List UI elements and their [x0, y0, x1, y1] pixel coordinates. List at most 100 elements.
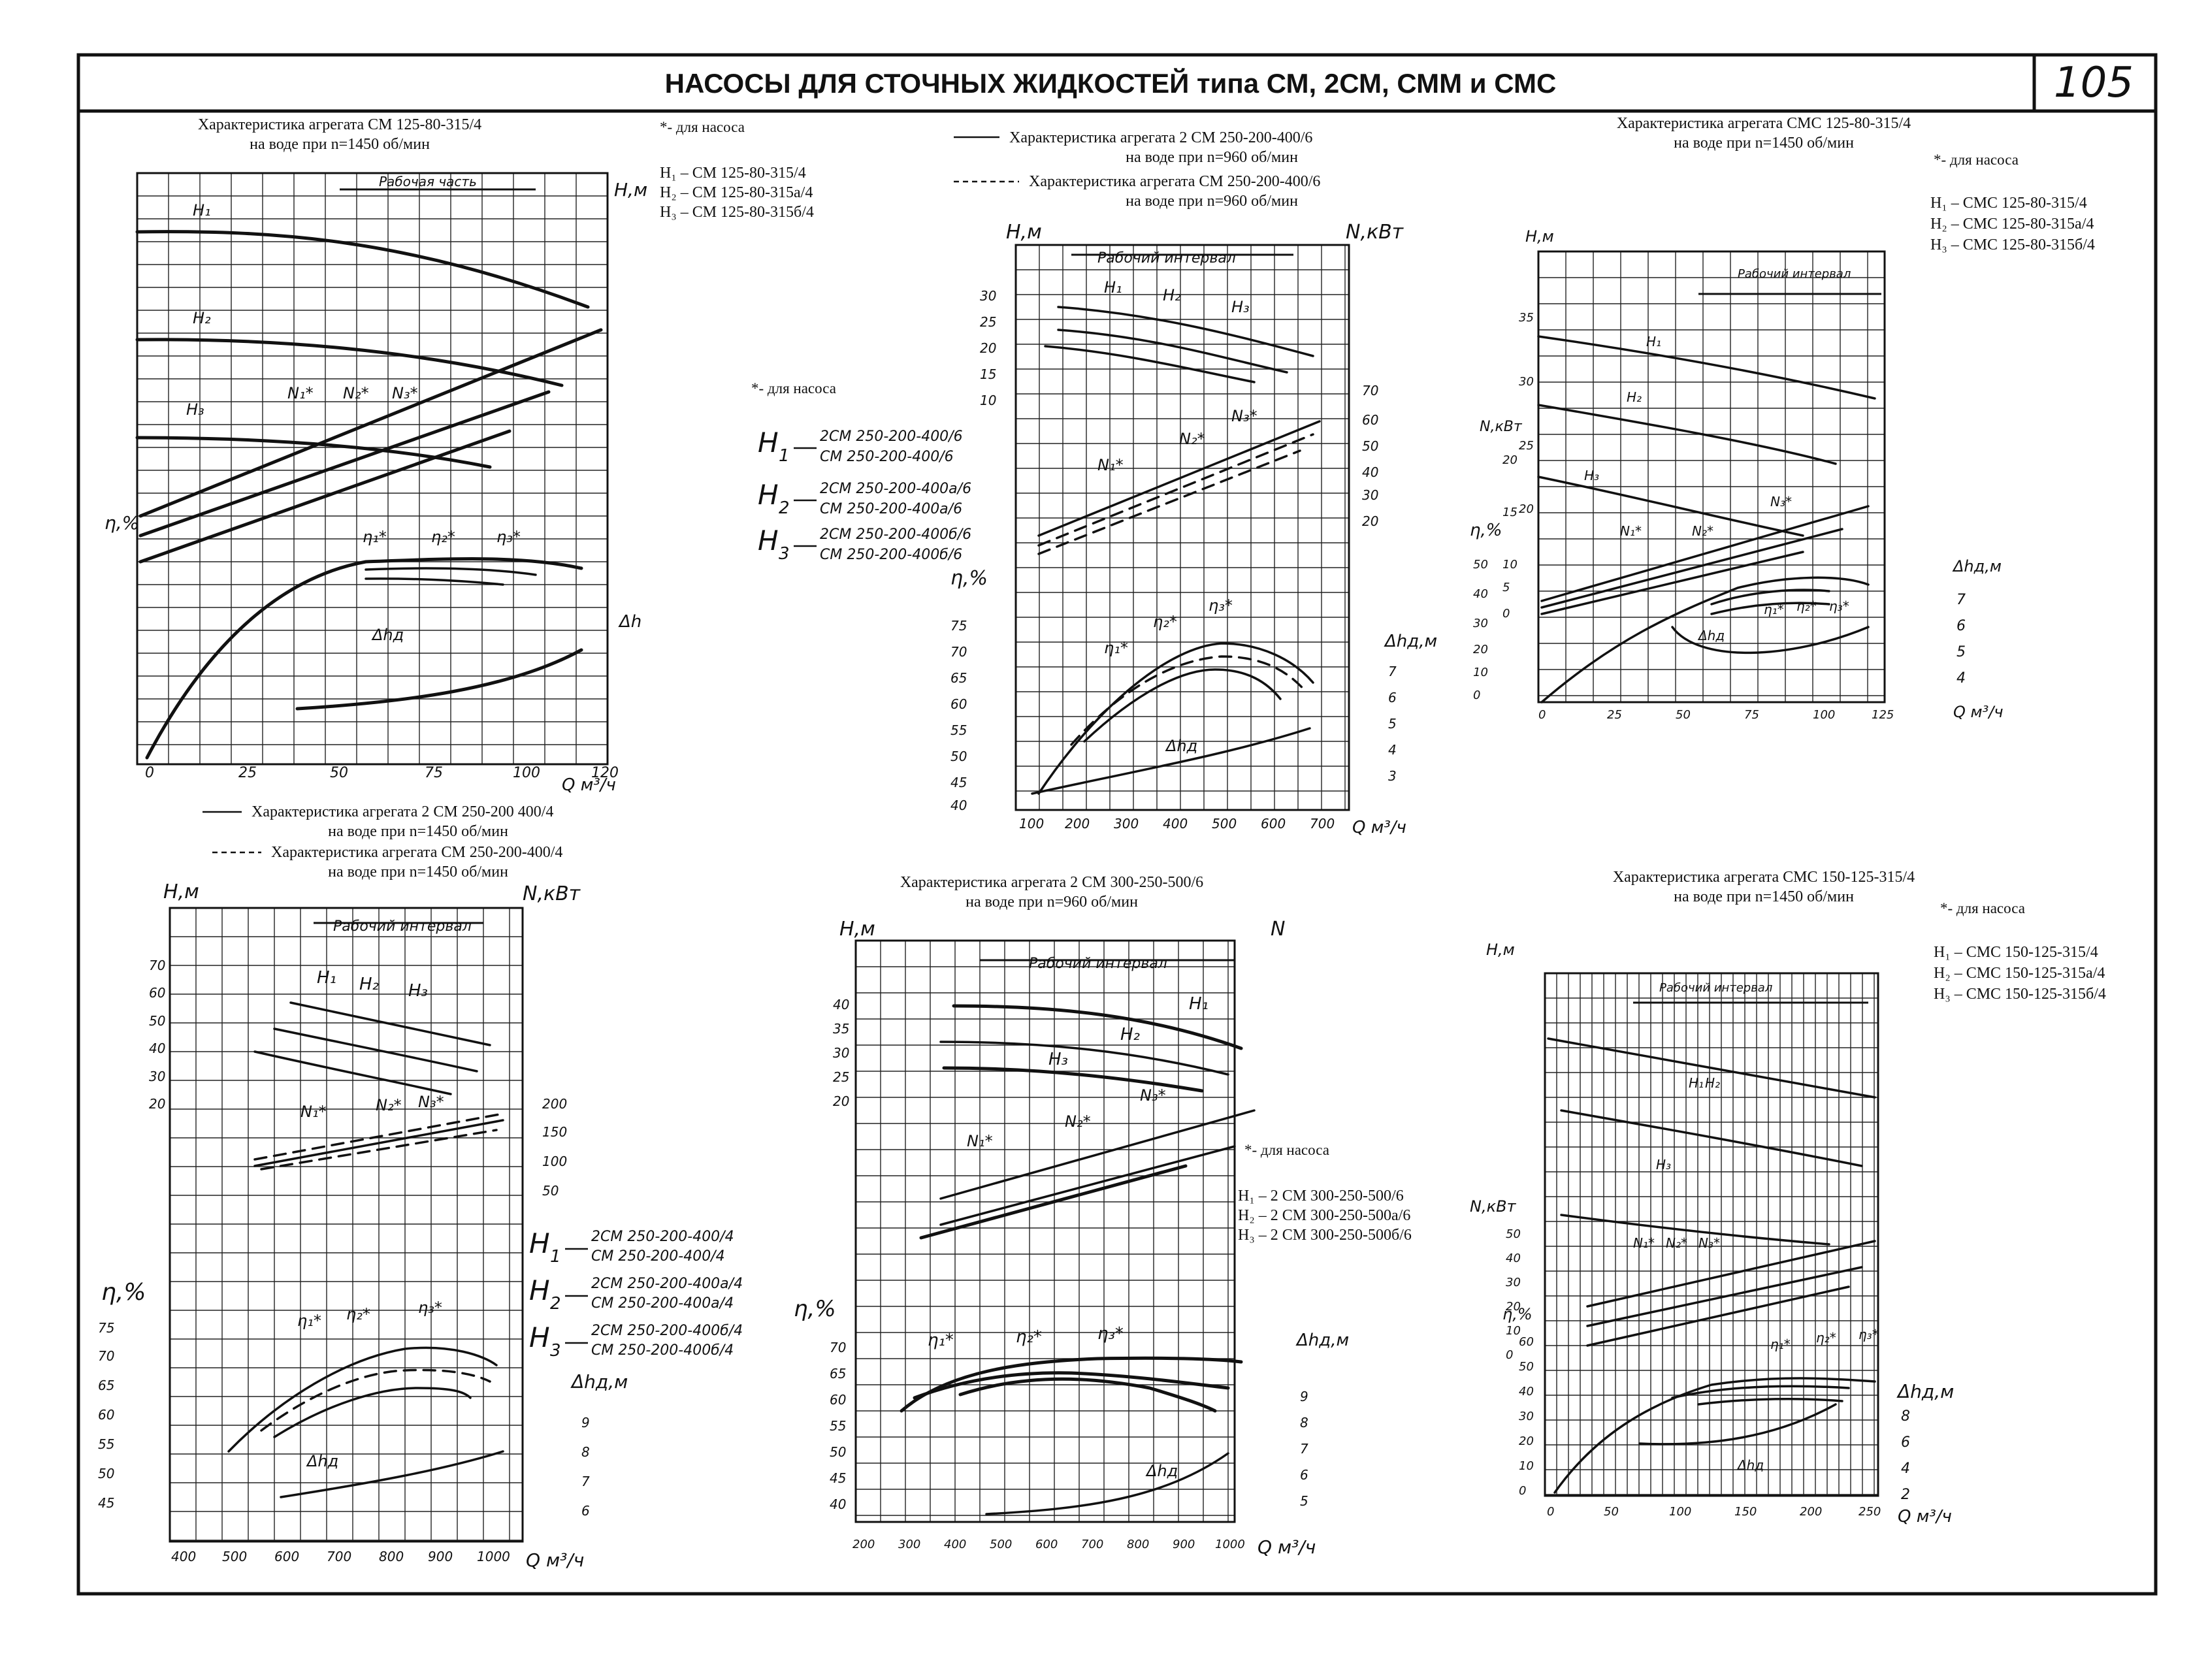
p3-h-tick: 25 [1519, 439, 1534, 453]
p4-x-label: Q м³/ч [526, 1549, 584, 1571]
p2-dh-tick: 6 [1388, 690, 1397, 705]
p5-grid-frame [854, 939, 1236, 1523]
p1-axis-h: H,м [614, 179, 647, 201]
p2-formula-num: 2СМ 250-200-400а/6 [820, 481, 971, 497]
p5-x-ticks: 200 300 400 500 600 700 800 900 1000 [852, 1538, 1245, 1551]
p4-dh-tick: 6 [581, 1503, 590, 1519]
p4-x-ticks: 400 500 600 700 800 900 1000 [171, 1549, 510, 1564]
p1-legend-2: H₂ – СМ 125-80-315а/4 [660, 184, 813, 201]
p4-h-tick: 20 [149, 1096, 165, 1112]
p3-x-tick: 25 [1607, 708, 1622, 722]
p3-label-h3: H₃ [1584, 468, 1599, 483]
p6-axis-eta: ƞ,% [1502, 1305, 1533, 1323]
p5-axis-h: Н,м [839, 918, 875, 941]
p6-curve-eta3 [1697, 1397, 1843, 1406]
p1-x-tick: 50 [330, 765, 348, 781]
p2-formula-den: СМ 250-200-400б/6 [820, 547, 962, 563]
p5-grid [856, 941, 1235, 1522]
p4-formula-num: 2СМ 250-200-400а/4 [591, 1276, 743, 1292]
p5-x-tick: 900 [1173, 1538, 1195, 1551]
p5-label-n3: N₃* [1140, 1086, 1166, 1105]
p2-label-n2: N₂* [1179, 430, 1205, 448]
p3-n-tick: 15 [1502, 506, 1517, 519]
p1-note: *- для насоса [660, 119, 745, 135]
p2-eta-tick: 65 [950, 670, 967, 686]
p2-formula-den: СМ 250-200-400а/6 [820, 501, 962, 517]
p4-work-label: Рабочий интервал [333, 918, 472, 935]
p5-dh-tick: 7 [1300, 1441, 1308, 1457]
p3-n-tick: 10 [1502, 558, 1517, 572]
p6-axis-dh: Δhд,м [1896, 1381, 1954, 1402]
p2-label-h3: H₃ [1231, 298, 1250, 316]
p4-label-n2: N₂* [376, 1096, 402, 1114]
p2-h-tick: 25 [980, 314, 996, 330]
p3-label-n2: N₂* [1692, 523, 1713, 539]
p4-label-n1: N₁* [300, 1103, 327, 1121]
p2-x-tick: 600 [1261, 816, 1286, 832]
p1-x-tick: 100 [513, 765, 540, 781]
p1-label-n2: N₂* [343, 384, 369, 402]
p4-label-h1: H₁ [317, 968, 336, 988]
p4-axis-h: Н,м [163, 880, 199, 903]
p5-eta-tick: 55 [830, 1418, 846, 1434]
p3-h-tick: 35 [1519, 311, 1534, 325]
p6-n-tick: 40 [1506, 1252, 1521, 1265]
p5-label-dh: Δhд [1145, 1462, 1178, 1480]
p1-curve-h1 [135, 230, 590, 309]
p6-label-h1: H₁ [1689, 1075, 1704, 1091]
p2-eta-tick: 70 [950, 644, 967, 660]
p5-curve-n3 [919, 1164, 1188, 1240]
p2-h-ticks: 30 25 20 15 10 [980, 288, 996, 408]
p4-curve-h3 [253, 1050, 452, 1095]
p5-dh-tick: 6 [1300, 1467, 1308, 1483]
p4-formula-sub: 1 [550, 1247, 561, 1267]
p6-curve-eta1 [1553, 1377, 1876, 1494]
p5-curve-h3 [942, 1066, 1204, 1093]
p4-x-tick: 1000 [477, 1549, 510, 1564]
p6-dh-tick: 2 [1901, 1487, 1910, 1503]
p4-eta-tick: 75 [98, 1320, 114, 1336]
p4-h-tick: 70 [149, 958, 165, 973]
p6-label-eta2: ƞ₂* [1816, 1330, 1836, 1346]
p4-curve-n3 [260, 1129, 498, 1171]
p6-curve-n1 [1586, 1240, 1876, 1308]
p5-eta-tick: 65 [830, 1366, 846, 1381]
p1-x-tick: 0 [145, 765, 154, 781]
p3-curve-eta1 [1540, 576, 1870, 703]
p4-caption-4: на воде при n=1450 об/мин [328, 864, 508, 880]
p4-n-tick: 150 [542, 1124, 567, 1140]
p1-label-h3: H₃ [186, 400, 204, 419]
p1-legend-1: H₁ – СМ 125-80-315/4 [660, 165, 806, 182]
p4-curve-eta1 [227, 1346, 498, 1453]
p4-formulas: H 1 2СМ 250-200-400/4 СМ 250-200-400/4 H… [529, 1227, 743, 1361]
p4-eta-tick: 70 [98, 1348, 114, 1364]
panel-5: Характеристика агрегата 2 СМ 300-250-500… [794, 874, 1412, 1558]
p1-caption-1: Характеристика агрегата СМ 125-80-315/4 [198, 116, 481, 133]
p2-formula-num: 2СМ 250-200-400/6 [820, 428, 963, 445]
p4-grid-frame [169, 907, 524, 1543]
p6-axis-n: N,кВт [1470, 1197, 1517, 1216]
p2-eta-tick: 55 [950, 722, 967, 738]
p3-legend-1: H₁ – СМС 125-80-315/4 [1930, 195, 2087, 212]
p5-x-tick: 1000 [1215, 1538, 1245, 1551]
p2-formulas: H 1 2СМ 250-200-400/6 СМ 250-200-400/6 H… [758, 427, 971, 564]
p6-label-eta1: ƞ₁* [1770, 1336, 1791, 1352]
p4-x-tick: 600 [274, 1549, 299, 1564]
p2-axis-dh: Δhд,м [1384, 632, 1437, 651]
p6-label-h3: H₃ [1656, 1157, 1671, 1172]
p2-x-tick: 500 [1212, 816, 1237, 832]
p5-axis-dh: Δhд,м [1295, 1331, 1349, 1350]
p5-curve-eta2 [913, 1371, 1230, 1400]
p2-formula-sub: 3 [779, 544, 790, 564]
p5-axis-n: N [1271, 918, 1285, 941]
p5-label-n2: N₂* [1065, 1112, 1091, 1131]
p4-dh-ticks: 9 8 7 6 [581, 1415, 590, 1519]
p5-axis-eta: ƞ,% [794, 1296, 836, 1322]
p2-n-tick: 60 [1362, 412, 1378, 428]
p3-h-tick: 20 [1519, 502, 1534, 516]
p4-n-tick: 200 [542, 1096, 567, 1112]
p4-eta-tick: 55 [98, 1436, 114, 1452]
p4-label-dh: Δhд [306, 1452, 338, 1470]
p4-label-h3: H₃ [408, 981, 428, 1001]
p6-dh-tick: 8 [1901, 1408, 1910, 1425]
